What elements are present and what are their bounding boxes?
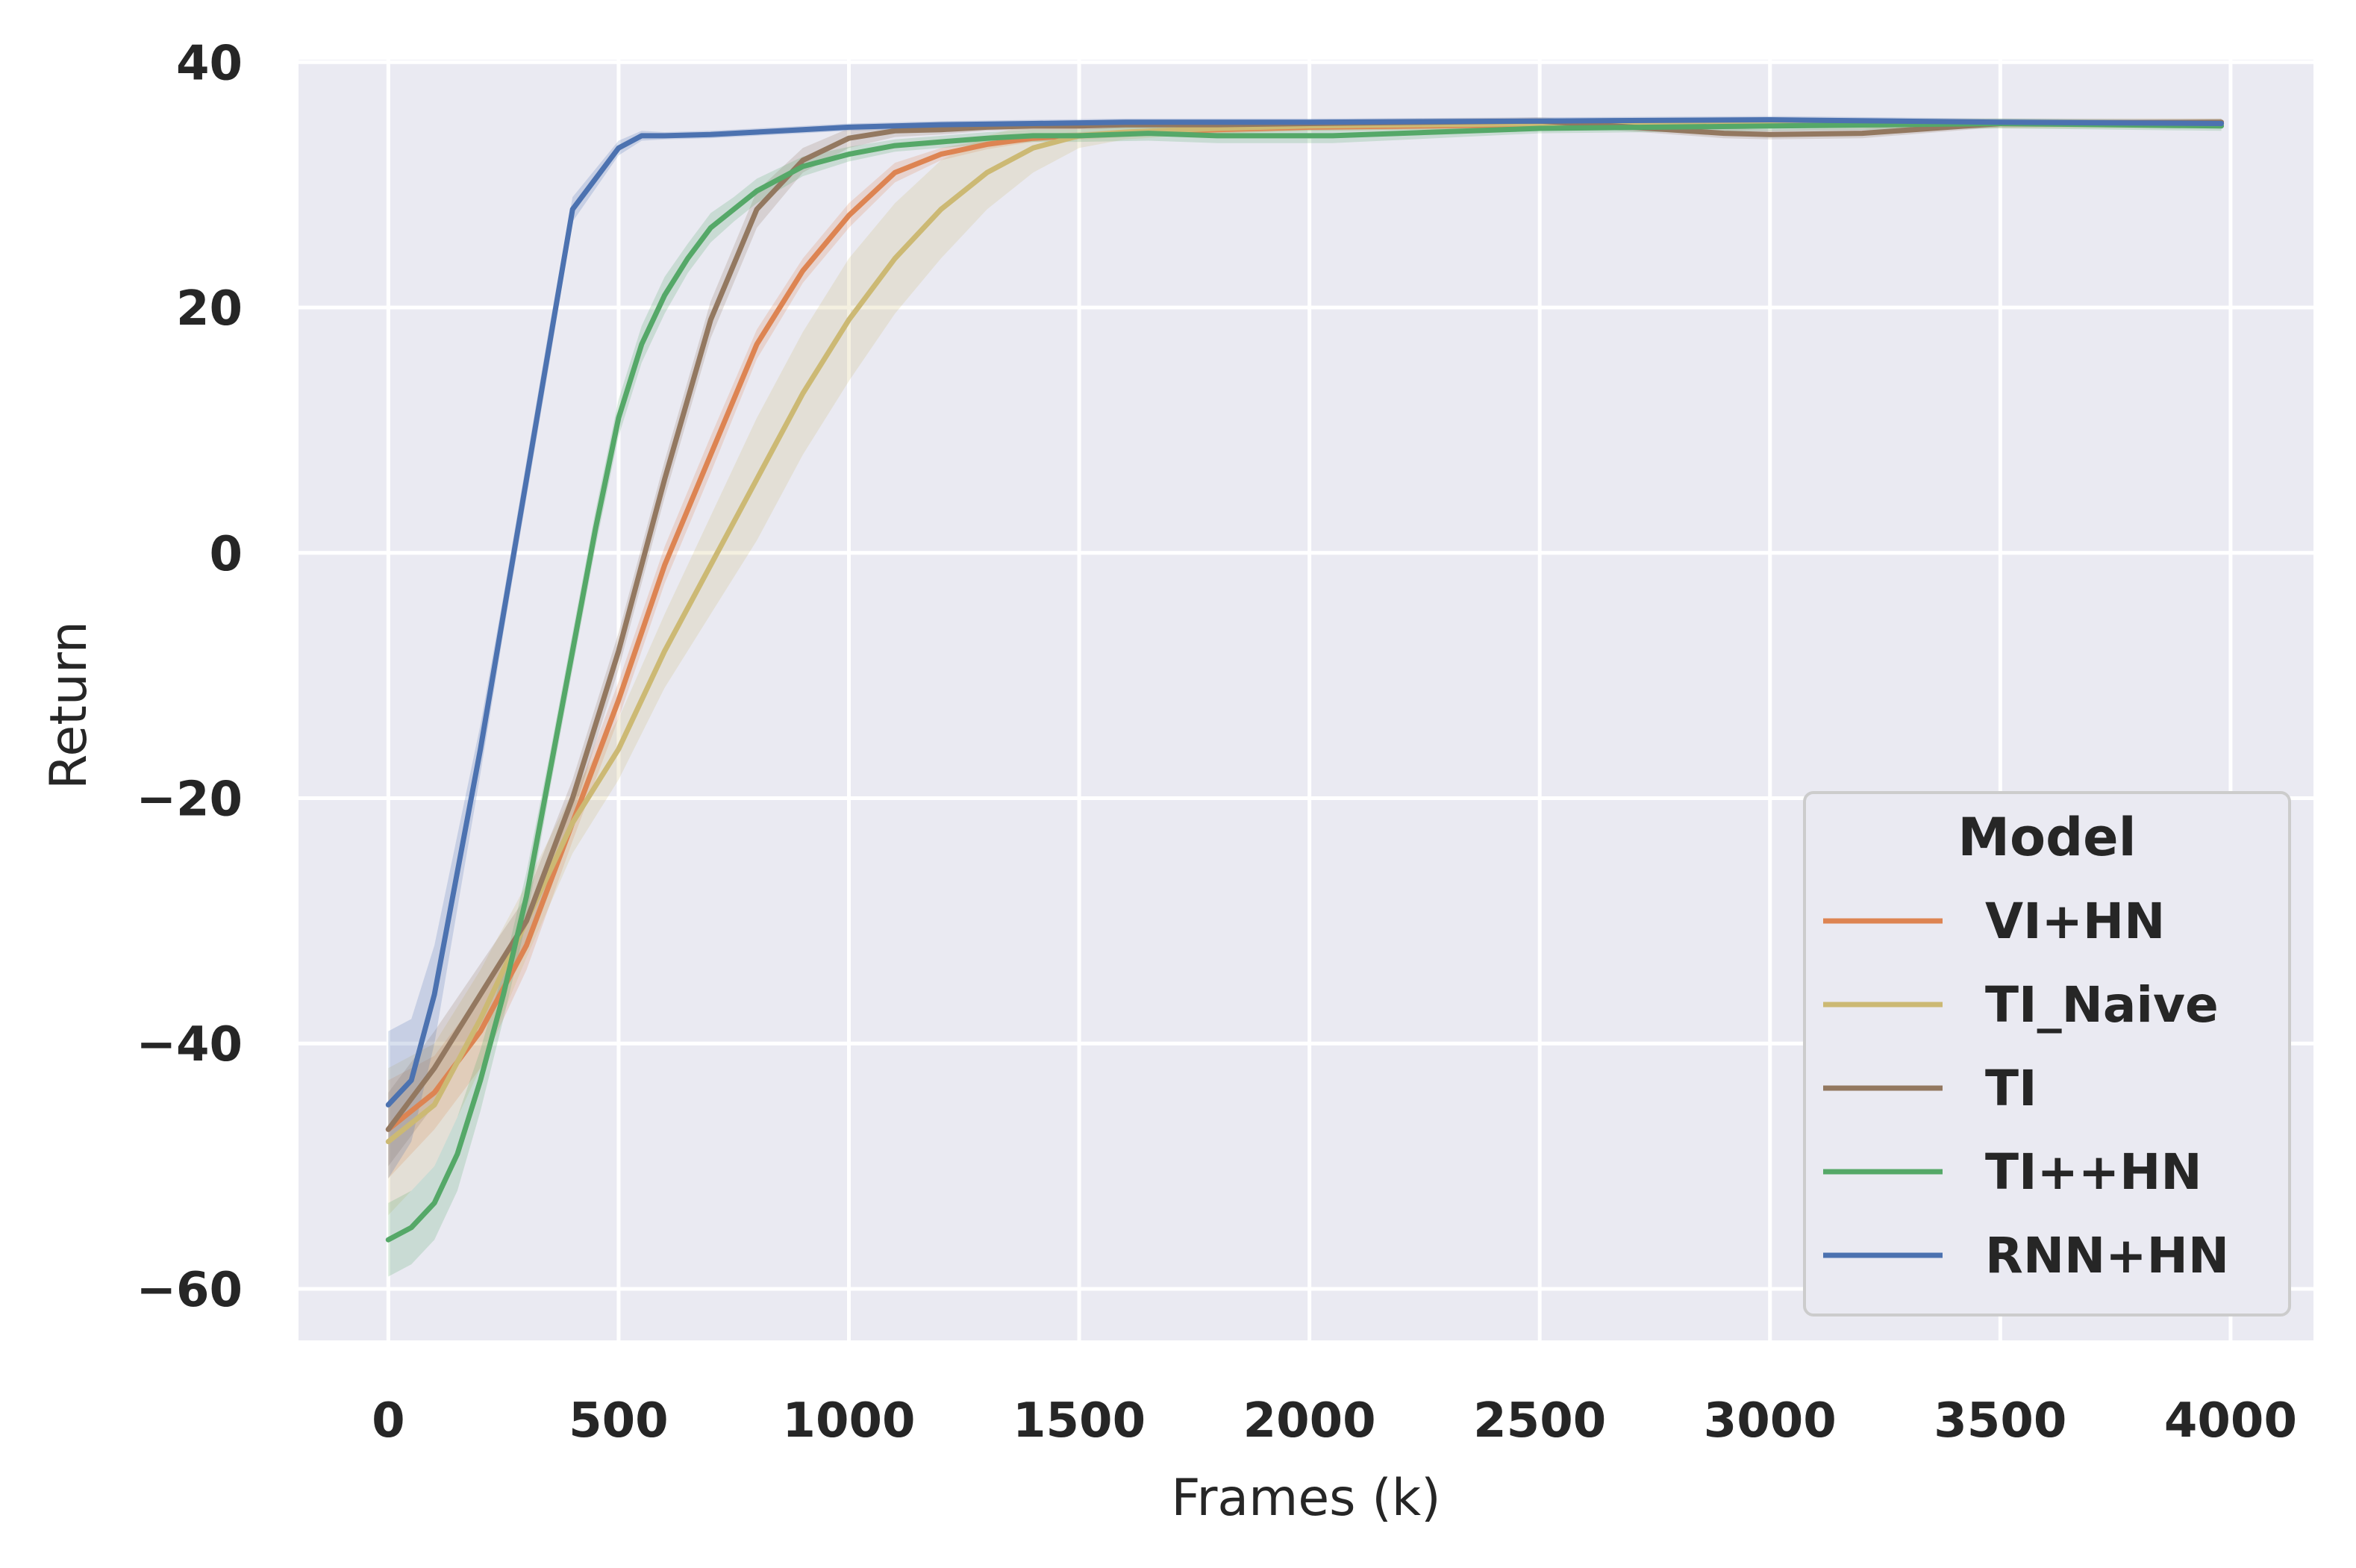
legend-items: VI+HN TI_Naive TI TI++HN RNN+HN	[1823, 893, 2229, 1284]
x-tick-label: 1000	[782, 1393, 915, 1449]
y-tick-label: −40	[136, 1017, 243, 1072]
x-tick-label: 4000	[2164, 1393, 2297, 1449]
legend-label: TI++HN	[1985, 1143, 2202, 1201]
legend-label: RNN+HN	[1985, 1227, 2229, 1284]
x-tick-label: 3000	[1704, 1393, 1837, 1449]
series-line	[385, 121, 2225, 1243]
y-tick-label: −20	[136, 772, 243, 827]
x-tick-label: 2000	[1243, 1393, 1376, 1449]
legend-title: Model	[1957, 807, 2136, 868]
x-tick-label: 500	[569, 1393, 669, 1449]
y-tick-labels: −60 −40 −20 0 20 40	[136, 36, 243, 1318]
legend: Model VI+HN TI_Naive TI TI++HN RNN+HN	[1803, 791, 2291, 1316]
legend-label: TI	[1985, 1060, 2037, 1117]
legend-label: TI_Naive	[1985, 976, 2219, 1034]
series-line	[385, 118, 2225, 1132]
y-tick-label: 40	[176, 36, 243, 91]
legend-label: VI+HN	[1985, 893, 2165, 950]
x-tick-label: 3500	[1934, 1393, 2066, 1449]
y-tick-label: 0	[209, 527, 243, 582]
series-line	[385, 117, 2225, 1108]
series-lines	[385, 117, 2225, 1243]
x-tick-label: 2500	[1473, 1393, 1606, 1449]
x-tick-labels: 0 500 1000 1500 2000 2500 3000 3500 4000	[372, 1393, 2297, 1449]
y-axis-label: Return	[40, 621, 99, 790]
x-tick-label: 0	[372, 1393, 405, 1449]
x-tick-label: 1500	[1013, 1393, 1146, 1449]
y-tick-label: 20	[176, 281, 243, 337]
y-tick-label: −60	[136, 1263, 243, 1318]
x-axis-label: Frames (k)	[1171, 1469, 1440, 1528]
